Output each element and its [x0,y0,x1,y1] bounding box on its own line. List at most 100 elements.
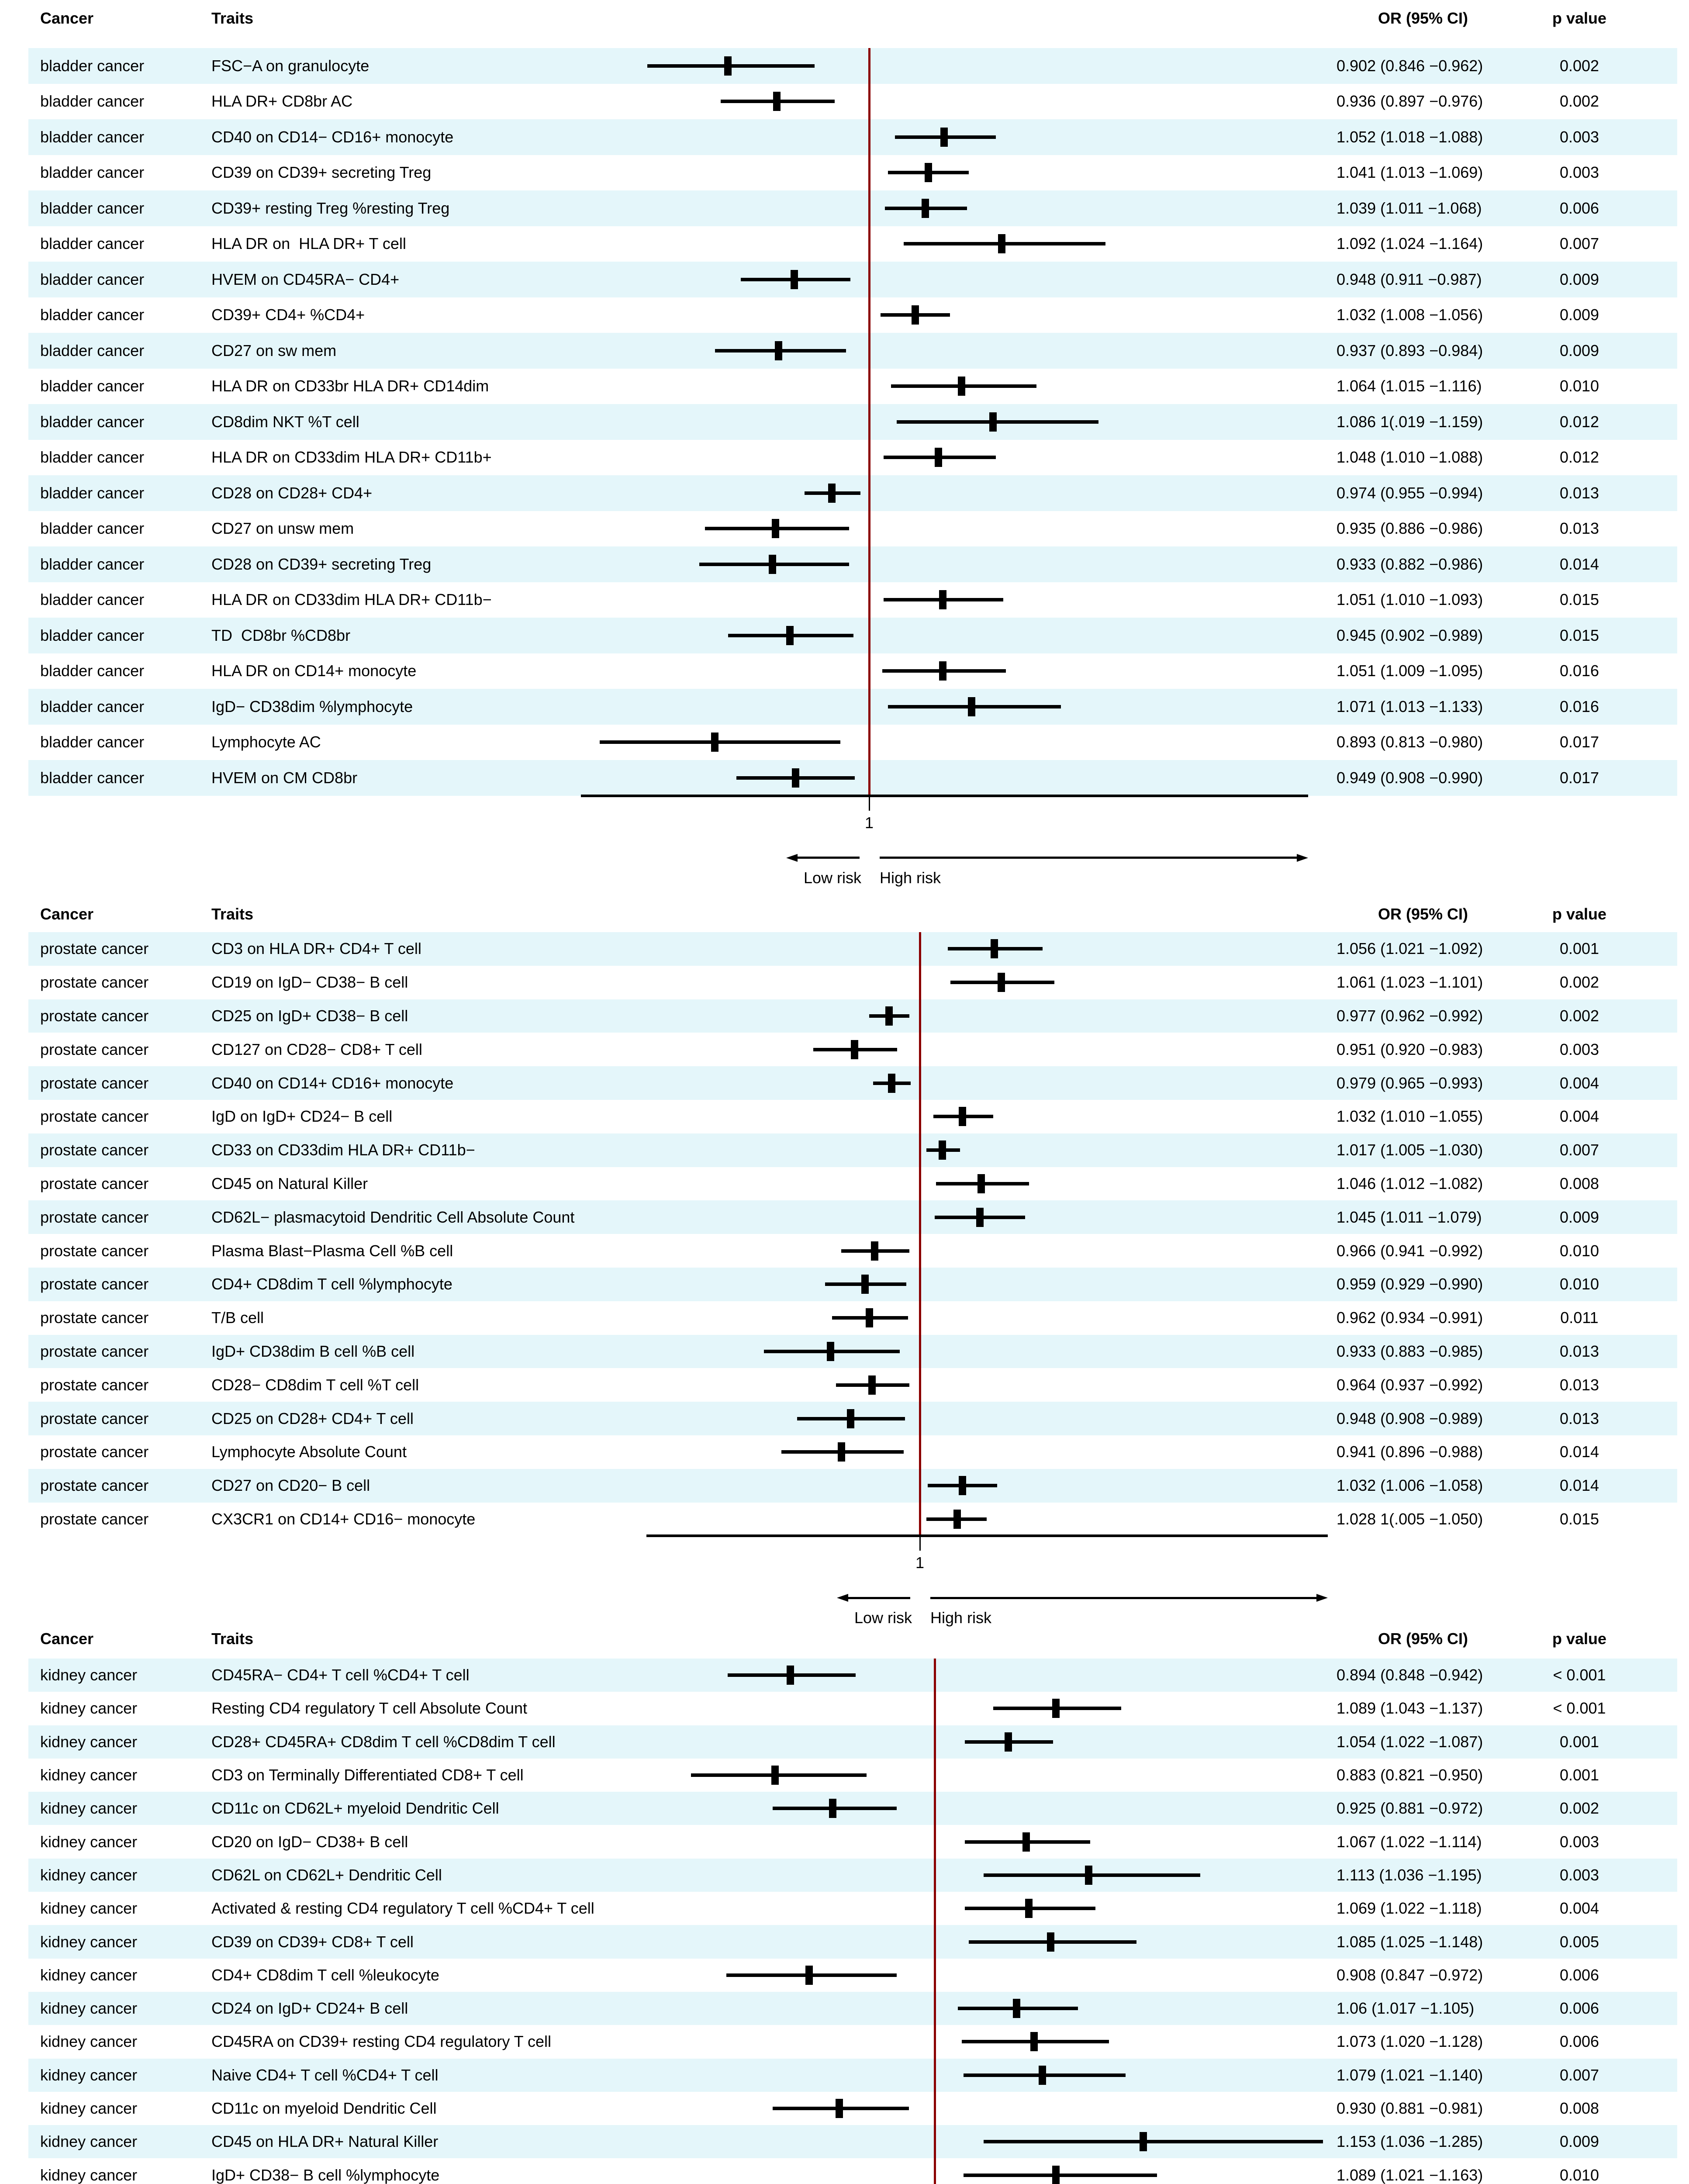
row-or-ci-value: 1.064 (1.015 −1.116) [1337,377,1482,395]
or-marker [805,1965,813,1985]
row-or-ci-value: 1.032 (1.010 −1.055) [1337,1107,1483,1126]
row-or-ci-value: 1.039 (1.011 −1.068) [1337,199,1482,217]
or-marker [940,127,948,147]
row-trait-label: Plasma Blast−Plasma Cell %B cell [211,1241,453,1260]
or-marker [912,305,919,325]
or-marker [989,412,997,432]
row-or-ci-value: 1.056 (1.021 −1.092) [1337,940,1483,958]
row-cancer-label: bladder cancer [40,341,145,359]
row-cancer-label: prostate cancer [40,973,149,992]
row-or-ci-value: 1.079 (1.021 −1.140) [1337,2066,1483,2084]
row-p-value: 0.013 [1559,1342,1599,1360]
row-p-value: 0.004 [1559,1899,1599,1918]
row-or-ci-value: 1.032 (1.006 −1.058) [1337,1476,1483,1495]
row-p-value: 0.014 [1559,1443,1599,1461]
row-p-value: 0.017 [1559,768,1599,787]
row-or-ci-value: 1.028 1(.005 −1.050) [1337,1510,1483,1528]
row-p-value: 0.003 [1559,163,1599,182]
row-cancer-label: bladder cancer [40,128,145,146]
or-marker [851,1040,859,1059]
row-or-ci-value: 0.949 (0.908 −0.990) [1337,768,1483,787]
row-or-ci-value: 1.086 1(.019 −1.159) [1337,412,1483,431]
row-cancer-label: prostate cancer [40,1309,149,1327]
row-p-value: 0.004 [1559,1074,1599,1092]
row-or-ci-value: 1.041 (1.013 −1.069) [1337,163,1483,182]
row-trait-label: HLA DR on CD33dim HLA DR+ CD11b− [211,591,492,609]
row-cancer-label: kidney cancer [40,1799,138,1818]
row-trait-label: CD39+ CD4+ %CD4+ [211,306,365,324]
arrow-head-left-icon [837,1594,848,1602]
row-or-ci-value: 1.073 (1.020 −1.128) [1337,2032,1483,2051]
x-axis-line [646,1534,1328,1538]
row-or-ci-value: 1.089 (1.043 −1.137) [1337,1699,1483,1717]
row-or-ci-value: 0.948 (0.908 −0.989) [1337,1409,1483,1427]
row-trait-label: CD45 on HLA DR+ Natural Killer [211,2132,439,2151]
row-stripe [28,404,1677,440]
or-marker [959,1476,967,1496]
row-p-value: 0.007 [1559,2066,1599,2084]
row-cancer-label: bladder cancer [40,733,145,751]
row-or-ci-value: 0.902 (0.846 −0.962) [1337,56,1483,75]
axis-tick [919,1536,921,1551]
or-marker [786,625,794,645]
row-cancer-label: prostate cancer [40,1208,149,1226]
row-stripe [28,1200,1677,1234]
row-or-ci-value: 0.974 (0.955 −0.994) [1337,484,1483,502]
row-trait-label: CD3 on HLA DR+ CD4+ T cell [211,940,421,958]
row-cancer-label: prostate cancer [40,940,149,958]
row-stripe [28,999,1677,1033]
row-stripe [28,689,1677,725]
row-cancer-label: prostate cancer [40,1074,149,1092]
row-p-value: 0.007 [1559,1141,1599,1159]
row-p-value: 0.013 [1559,1409,1599,1427]
row-or-ci-value: 1.092 (1.024 −1.164) [1337,235,1483,253]
reference-line [933,1659,936,2184]
row-p-value: 0.009 [1559,341,1599,359]
or-marker [792,768,800,788]
arrow-head-right-icon [1316,1594,1328,1602]
row-p-value: 0.017 [1559,733,1599,751]
row-p-value: 0.006 [1559,199,1599,217]
row-cancer-label: kidney cancer [40,1866,138,1884]
row-trait-label: CX3CR1 on CD14+ CD16− monocyte [211,1510,476,1528]
reference-line [919,932,921,1536]
row-trait-label: CD28− CD8dim T cell %T cell [211,1375,419,1394]
row-trait-label: IgD on IgD+ CD24− B cell [211,1107,393,1126]
row-cancer-label: prostate cancer [40,1007,149,1025]
row-cancer-label: prostate cancer [40,1275,149,1293]
row-cancer-label: kidney cancer [40,1999,138,2018]
row-or-ci-value: 1.046 (1.012 −1.082) [1337,1175,1483,1192]
column-header-pvalue: p value [1552,9,1607,27]
row-trait-label: CD11c on CD62L+ myeloid Dendritic Cell [211,1799,499,1818]
row-p-value: 0.003 [1559,128,1599,146]
row-trait-label: FSC−A on granulocyte [211,56,370,75]
arrow-head-right-icon [1297,854,1308,862]
or-marker [865,1308,873,1328]
row-stripe [28,2125,1677,2159]
or-marker [771,1766,779,1785]
column-header-traits: Traits [211,905,254,923]
row-cancer-label: prostate cancer [40,1342,149,1360]
or-marker [977,1174,985,1193]
row-or-ci-value: 0.893 (0.813 −0.980) [1337,733,1483,751]
row-or-ci-value: 0.935 (0.886 −0.986) [1337,519,1483,538]
row-p-value: 0.008 [1559,2099,1599,2118]
row-or-ci-value: 0.951 (0.920 −0.983) [1337,1040,1483,1058]
row-p-value: 0.006 [1559,1966,1599,1984]
ci-line [984,2140,1323,2144]
column-header-pvalue: p value [1552,1630,1607,1648]
row-p-value: 0.015 [1559,591,1599,609]
row-p-value: 0.009 [1559,2132,1599,2151]
row-cancer-label: prostate cancer [40,1510,149,1528]
or-marker [790,270,798,289]
row-p-value: 0.006 [1559,1999,1599,2018]
or-marker [939,661,946,681]
row-stripe [28,1925,1677,1959]
or-marker [724,56,732,76]
row-p-value: 0.008 [1559,1175,1599,1192]
row-p-value: 0.005 [1559,1932,1599,1951]
row-or-ci-value: 1.048 (1.010 −1.088) [1337,448,1483,467]
or-marker [1047,1932,1054,1952]
row-trait-label: CD45RA on CD39+ resting CD4 regulatory T… [211,2032,552,2051]
row-cancer-label: prostate cancer [40,1107,149,1126]
